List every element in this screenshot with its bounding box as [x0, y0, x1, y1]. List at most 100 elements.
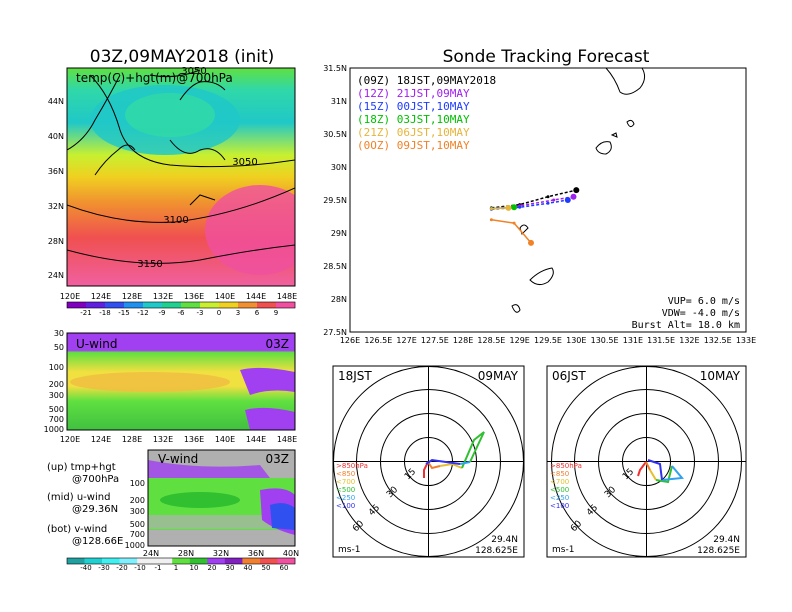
x-tick-label: 131.5E: [647, 336, 675, 345]
colorbar-swatch: [124, 302, 144, 308]
track-point: [511, 204, 518, 211]
colorbar-label: -40: [80, 564, 91, 572]
y-tick-label: 31.5N: [323, 64, 347, 73]
y-tick-label: 36N: [48, 167, 64, 176]
colorbar-swatch: [162, 302, 182, 308]
track-point: [573, 187, 580, 194]
colorbar-label: -20: [116, 564, 127, 572]
colorbar-swatch: [137, 558, 155, 564]
colorbar-swatch: [257, 302, 277, 308]
caption-line: @128.66E: [72, 536, 123, 547]
colorbar-label: -10: [134, 564, 145, 572]
colorbar-label: 0: [217, 309, 221, 317]
colorbar-label: 60: [280, 564, 289, 572]
hodo-legend: <250: [550, 494, 569, 502]
hodo-legend: <500: [550, 486, 569, 494]
hodo-title: 06JST: [552, 369, 586, 383]
y-tick-label: 28.5N: [323, 262, 347, 271]
track-frame: [349, 67, 747, 333]
param-line: Burst Alt= 18.0 km: [632, 320, 740, 331]
track-y-ticks: 27.5N 28N 28.5N 29N 29.5N 30N 30.5N 31N 31.5N: [323, 64, 347, 337]
y-tick-label: 24N: [48, 271, 64, 280]
u-wind-time: 03Z: [266, 337, 290, 351]
hodo-trace-yellow: [649, 469, 657, 481]
hodo-legend: <500: [336, 486, 355, 494]
x-tick-label: 132E: [679, 336, 699, 345]
hodo-trace-cyan: [661, 465, 684, 481]
x-tick-label: 128E: [122, 292, 142, 301]
colorbar-swatch: [84, 558, 103, 564]
colorbar-swatch: [242, 558, 261, 564]
hodo-legend: <100: [550, 502, 569, 510]
hodo-unit: ms-1: [552, 545, 574, 555]
colorbar-label: 9: [274, 309, 278, 317]
y-tick-label: 44N: [48, 97, 64, 106]
colorbar-label: 6: [255, 309, 260, 317]
x-tick-label: 129.5E: [534, 336, 562, 345]
colorbar-swatch: [105, 302, 125, 308]
colorbar-label: -6: [178, 309, 186, 317]
track-point: [489, 207, 493, 211]
captions: (up) tmp+hgt @700hPa (mid) u-wind @29.36…: [47, 462, 123, 547]
x-tick-label: 28N: [178, 549, 194, 558]
y-tick-label: 200: [49, 380, 64, 389]
track-point: [518, 205, 522, 209]
map-subtitle: temp(C)+hgt(m)@700hPa: [76, 71, 233, 85]
hodo-trace-red: [637, 461, 647, 477]
colorbar-frame: [66, 301, 296, 309]
x-tick-label: 148E: [277, 435, 297, 444]
colorbar-label: -1: [155, 564, 162, 572]
y-tick-label: 100: [130, 479, 145, 488]
hodo-lon: 128.625E: [697, 546, 740, 556]
colorbar-label: -9: [159, 309, 166, 317]
hodo-trace-yellow: [439, 462, 463, 469]
y-tick-label: 1000: [44, 425, 64, 434]
hodo-lon: 128.625E: [475, 546, 518, 556]
hodo-legend: <700: [550, 478, 569, 486]
u-wind-plot: [67, 333, 295, 430]
temperature-map: [67, 68, 295, 286]
track-point: [489, 218, 493, 222]
hodo-trace-green: [461, 431, 485, 469]
hodo-trace-green: [655, 465, 673, 484]
wind-colorbar: [66, 557, 296, 565]
u-wind-x-ticks: 120E 124E 128E 132E 136E 140E 144E 148E: [60, 435, 297, 444]
islands: [511, 67, 646, 313]
colorbar-swatch: [143, 302, 163, 308]
track-point: [512, 221, 516, 225]
x-tick-label: 127E: [396, 336, 416, 345]
track-point: [528, 239, 534, 246]
hodo-legend: <850: [336, 470, 355, 478]
y-tick-label: 29N: [331, 229, 347, 238]
x-tick-label: 133E: [736, 336, 756, 345]
colorbar-swatch: [189, 558, 208, 564]
colorbar-swatch: [207, 558, 226, 564]
x-tick-label: 128.5E: [477, 336, 505, 345]
x-tick-label: 126.5E: [364, 336, 392, 345]
v-wind-title: V-wind: [158, 452, 198, 466]
legend-entry: (12Z) 21JST,09MAY: [357, 87, 470, 100]
x-tick-label: 128E: [453, 336, 473, 345]
colorbar-swatch: [119, 558, 138, 564]
x-tick-label: 140E: [215, 435, 235, 444]
x-tick-label: 130.5E: [591, 336, 619, 345]
y-tick-label: 27.5N: [323, 328, 347, 337]
colorbar-swatch: [172, 558, 190, 564]
colorbar-label: 20: [208, 564, 217, 572]
colorbar-label: 1: [174, 564, 178, 572]
y-tick-label: 700: [49, 415, 64, 424]
colorbar-swatch: [238, 302, 258, 308]
y-tick-label: 29.5N: [323, 196, 347, 205]
track-point: [570, 193, 577, 200]
y-tick-label: 28N: [48, 237, 64, 246]
colorbar-label: -21: [80, 309, 91, 317]
x-tick-label: 40N: [283, 549, 299, 558]
y-tick-label: 300: [49, 391, 64, 400]
map-title: 03Z,09MAY2018 (init): [90, 47, 275, 67]
v-wind-x-ticks: 24N 28N 32N 36N 40N: [143, 549, 299, 558]
y-tick-label: 32N: [48, 202, 64, 211]
y-tick-label: 300: [130, 507, 145, 516]
map-y-ticks: 24N 28N 32N 36N 40N 44N: [48, 97, 64, 280]
x-tick-label: 127.5E: [421, 336, 449, 345]
